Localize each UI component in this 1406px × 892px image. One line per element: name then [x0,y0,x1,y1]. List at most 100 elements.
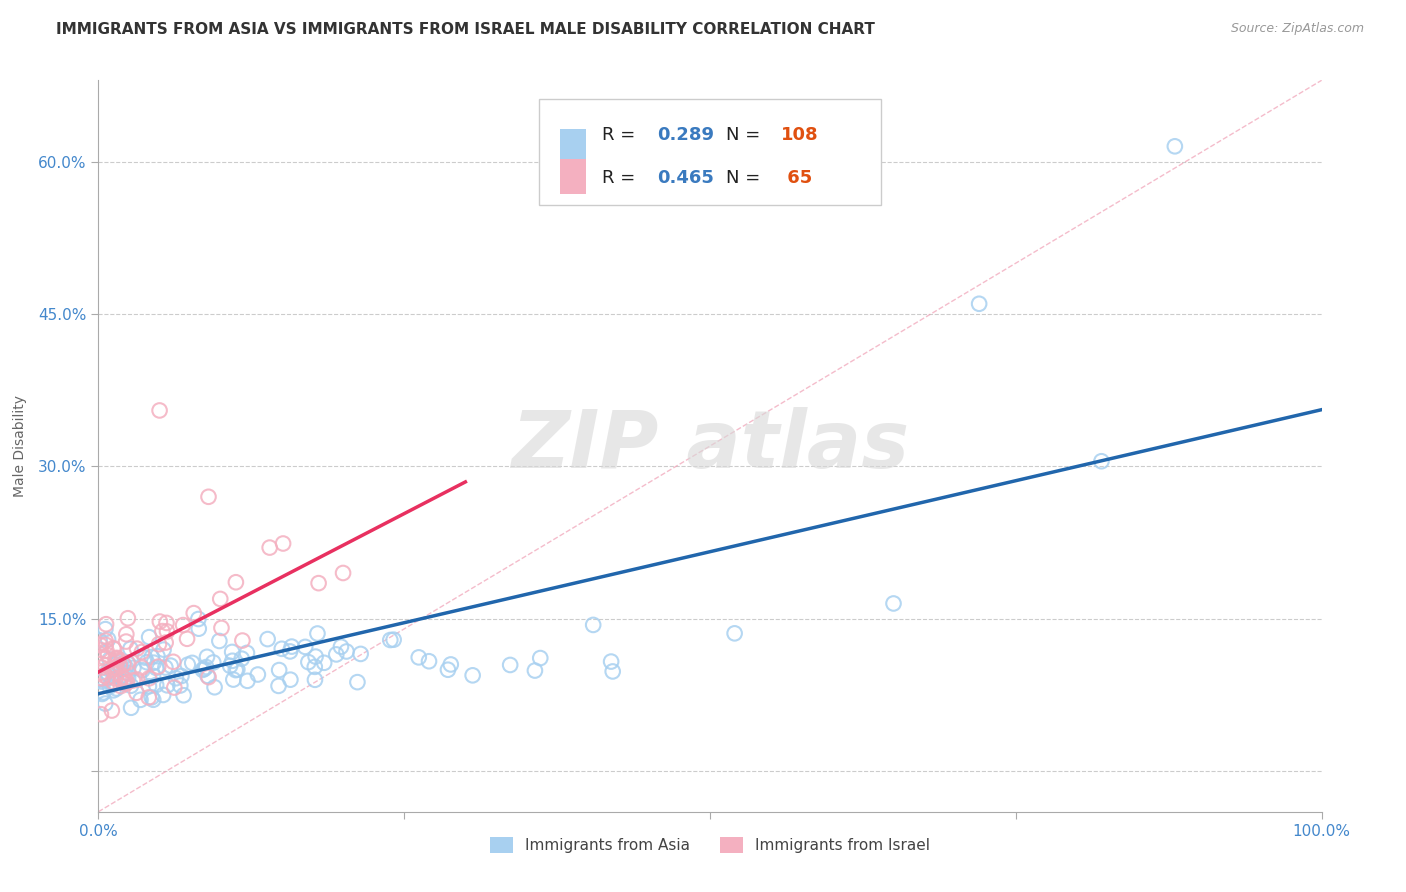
Point [256,632,278,646]
Point [141,690,163,705]
Point [418,654,440,668]
Text: 0.289: 0.289 [658,126,714,144]
Point [461,668,484,682]
Point [149,615,172,629]
Point [135,655,157,669]
Point [103,642,125,657]
Point [96,665,118,680]
Point [297,655,319,669]
Point [101,674,124,689]
Point [131,663,153,677]
Point [96,670,118,684]
Point [408,650,430,665]
Point [582,618,605,632]
Point [304,649,326,664]
Point [90,671,112,685]
Text: N =: N = [725,169,766,187]
Point [246,667,269,681]
Legend: Immigrants from Asia, Immigrants from Israel: Immigrants from Asia, Immigrants from Is… [484,830,936,859]
Point [967,297,990,311]
Point [146,649,169,664]
Point [94,633,117,648]
Point [103,641,125,656]
Point [197,669,219,683]
Point [97,632,120,647]
Point [231,651,253,665]
Point [134,650,156,665]
Point [156,624,179,639]
Point [350,647,373,661]
Point [335,644,357,658]
Point [93,668,115,682]
Point [211,621,233,635]
Point [103,660,125,674]
Point [148,659,170,673]
Point [159,658,181,673]
Point [280,640,302,654]
Point [269,663,291,677]
Point [90,674,112,689]
Point [197,490,219,504]
Point [107,651,129,665]
Point [115,634,138,648]
Point [141,650,163,665]
Point [195,660,218,674]
Point [145,661,167,675]
Point [89,638,111,652]
Point [138,679,160,693]
Point [89,633,111,648]
Point [129,693,152,707]
Point [91,687,114,701]
Text: ZIP atlas: ZIP atlas [510,407,910,485]
Point [231,633,253,648]
Point [117,670,139,684]
Point [122,673,145,688]
Point [437,663,460,677]
Point [94,658,117,673]
Point [1090,454,1112,468]
Point [156,678,179,692]
Point [107,656,129,670]
Point [152,688,174,702]
Point [138,690,160,705]
Point [105,651,128,665]
Point [325,648,347,662]
Point [259,541,281,555]
Point [101,663,124,677]
Point [125,641,148,656]
Point [105,661,128,675]
Point [110,673,132,687]
Point [380,632,402,647]
Point [142,692,165,706]
Point [98,652,121,666]
Point [267,679,290,693]
Point [97,648,120,663]
Point [120,641,142,656]
Point [172,618,194,632]
Text: R =: R = [602,126,641,144]
Point [170,669,193,683]
Point [529,651,551,665]
Point [117,657,139,672]
Point [94,617,117,632]
Point [499,657,522,672]
Point [270,641,292,656]
Point [219,658,242,673]
Point [308,576,330,591]
Point [142,669,165,683]
Text: 108: 108 [780,126,818,144]
Point [114,673,136,687]
Point [105,662,128,676]
Point [314,656,336,670]
Point [382,632,405,647]
Point [108,657,131,672]
Point [173,688,195,702]
Point [222,673,245,687]
Point [138,672,160,686]
Point [115,627,138,641]
Point [91,672,114,686]
Point [155,660,177,674]
Point [94,622,117,636]
Point [131,645,153,659]
Point [226,663,249,677]
